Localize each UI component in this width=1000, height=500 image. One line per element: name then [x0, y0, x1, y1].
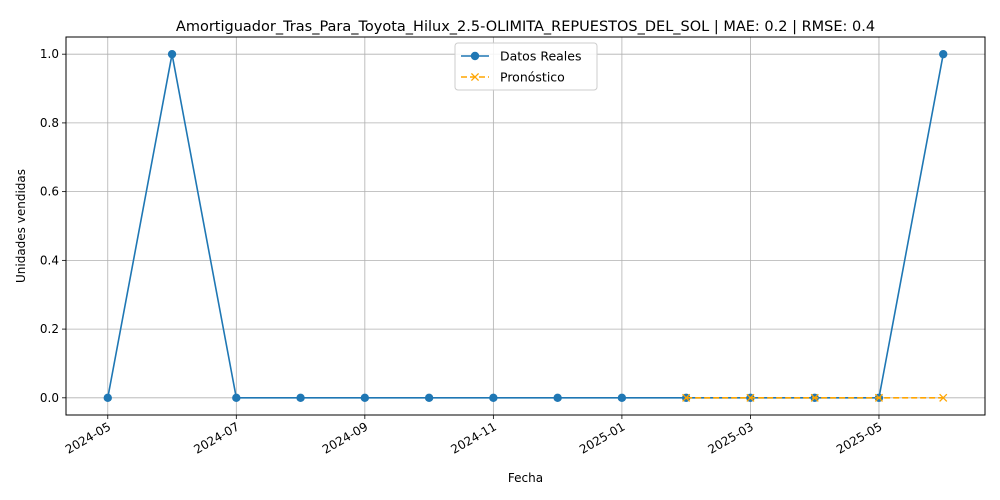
x-tick-label: 2025-05 — [834, 419, 884, 456]
data-point — [360, 393, 370, 403]
legend-item: Pronóstico — [461, 70, 565, 85]
data-point — [553, 393, 562, 403]
legend-item: Datos Reales — [461, 49, 581, 64]
legend-label: Pronóstico — [500, 70, 565, 85]
forecast-point — [874, 393, 884, 402]
x-tick-label: 2024-05 — [63, 419, 113, 456]
y-axis: 0.0 0.2 0.4 0.6 0.8 1.0 — [40, 47, 66, 405]
data-point — [232, 393, 241, 403]
data-point — [617, 393, 627, 403]
x-tick-label: 2025-03 — [706, 419, 756, 456]
data-point — [939, 49, 948, 59]
plot-area — [65, 36, 986, 416]
data-point — [424, 393, 434, 403]
chart-title: Amortiguador_Tras_Para_Toyota_Hilux_2.5-… — [176, 19, 875, 35]
series — [103, 49, 948, 403]
x-tick-label: 2024-11 — [448, 419, 498, 456]
y-tick-label: 0.2 — [40, 322, 59, 336]
legend-box — [454, 42, 598, 91]
data-point — [167, 49, 177, 59]
x-tick-label: 2024-09 — [320, 419, 370, 456]
x-tick-label: 2024-07 — [191, 419, 241, 456]
y-axis-label: Unidades vendidas — [14, 169, 28, 283]
data-point — [489, 393, 498, 403]
y-tick-label: 0.6 — [40, 185, 59, 199]
y-tick-label: 0.4 — [40, 253, 59, 267]
forecast-point — [746, 393, 755, 402]
y-tick-label: 0.0 — [40, 391, 59, 405]
forecast-point — [810, 393, 819, 402]
legend-marker — [470, 51, 480, 61]
legend: Datos Reales Pronóstico — [454, 42, 598, 91]
x-axis: 2024-05 2024-07 2024-09 2024-11 2025-01 2025-… — [63, 415, 884, 457]
series-line-0 — [106, 54, 945, 399]
data-point — [103, 393, 112, 403]
legend-label: Datos Reales — [500, 49, 581, 64]
x-axis-label: Fecha — [508, 471, 543, 485]
forecast-point — [939, 393, 948, 402]
data-point — [296, 393, 305, 403]
y-tick-label: 1.0 — [40, 47, 59, 61]
forecast-point — [682, 393, 691, 402]
y-tick-label: 0.8 — [40, 116, 59, 130]
x-tick-label: 2025-01 — [577, 419, 627, 456]
